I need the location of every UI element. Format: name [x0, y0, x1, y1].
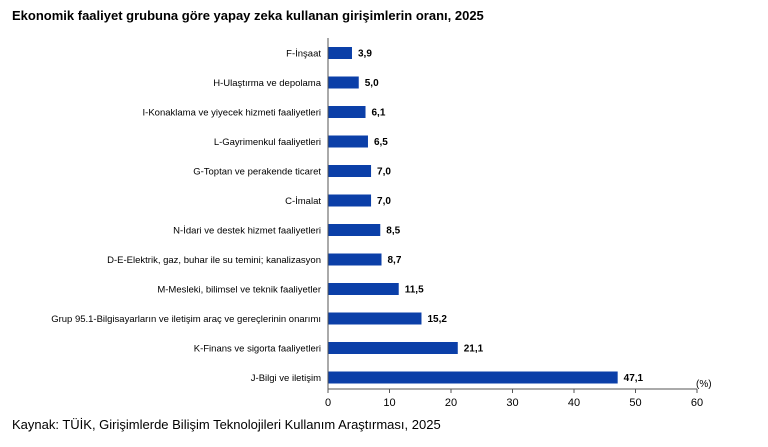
value-label: 6,5	[374, 137, 388, 148]
x-axis-unit-label: (%)	[696, 379, 712, 390]
category-label: H-Ulaştırma ve depolama	[213, 78, 321, 89]
category-label: N-İdari ve destek hizmet faaliyetleri	[173, 226, 321, 237]
bar	[328, 224, 381, 236]
value-label: 6,1	[372, 108, 386, 119]
bar	[328, 165, 372, 177]
x-axis: 0 10 20 30 40 50 60 (%)	[325, 38, 712, 409]
category-label: L-Gayrimenkul faaliyetleri	[214, 137, 321, 148]
value-label: 8,7	[388, 255, 402, 266]
x-tick-label: 50	[629, 397, 641, 409]
bar	[328, 106, 366, 118]
category-label: K-Finans ve sigorta faaliyetleri	[194, 344, 321, 355]
chart-title: Ekonomik faaliyet grubuna göre yapay zek…	[12, 8, 484, 23]
bar	[328, 283, 399, 295]
bar	[328, 342, 458, 354]
value-label: 5,0	[365, 78, 379, 89]
value-label: 7,0	[377, 196, 391, 207]
x-tick-label: 40	[568, 397, 580, 409]
value-label: 47,1	[624, 373, 644, 384]
bar	[328, 47, 352, 59]
category-label: I-Konaklama ve yiyecek hizmeti faaliyetl…	[143, 108, 321, 119]
category-label: C-İmalat	[285, 196, 321, 207]
value-label: 15,2	[427, 314, 447, 325]
category-label: G-Toptan ve perakende ticaret	[193, 167, 321, 178]
bar	[328, 312, 422, 325]
value-label: 3,9	[358, 49, 372, 60]
x-tick-label: 20	[445, 397, 457, 409]
x-tick-label: 10	[383, 397, 395, 409]
value-label: 11,5	[405, 285, 424, 296]
bar	[328, 371, 618, 384]
category-label: Grup 95.1-Bilgisayarların ve iletişim ar…	[51, 314, 321, 325]
bars-layer: F-İnşaat 3,9 H-Ulaştırma ve depolama 5,0 I-K…	[51, 47, 644, 384]
x-tick-label: 30	[506, 397, 518, 409]
chart-source: Kaynak: TÜİK, Girişimlerde Bilişim Tekno…	[12, 417, 441, 432]
bar	[328, 135, 368, 148]
value-label: 21,1	[464, 344, 484, 355]
x-tick-label: 60	[691, 397, 703, 409]
x-tick-label: 0	[325, 397, 331, 409]
category-label: F-İnşaat	[286, 49, 321, 60]
category-label: M-Mesleki, bilimsel ve teknik faaliyetle…	[157, 285, 321, 296]
bar	[328, 194, 372, 207]
bar	[328, 253, 382, 266]
value-label: 7,0	[377, 167, 391, 178]
category-label: J-Bilgi ve iletişim	[251, 373, 321, 384]
value-label: 8,5	[386, 226, 400, 237]
bar	[328, 76, 359, 89]
category-label: D-E-Elektrik, gaz, buhar ile su temini; …	[107, 255, 321, 266]
